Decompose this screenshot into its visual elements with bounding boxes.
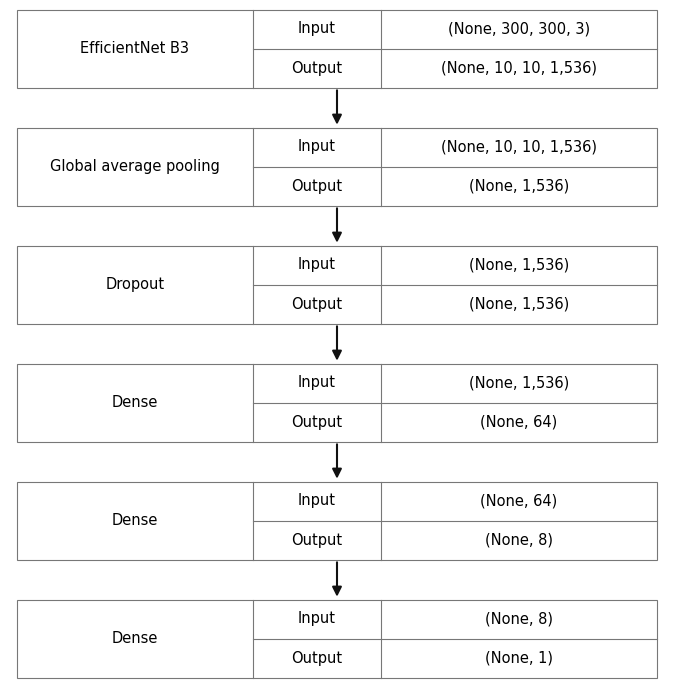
Text: Input: Input — [298, 493, 336, 508]
Bar — [17, 363, 657, 442]
Text: Output: Output — [291, 60, 342, 76]
Text: (None, 8): (None, 8) — [485, 611, 553, 627]
Text: (None, 1,536): (None, 1,536) — [469, 376, 569, 390]
Text: Input: Input — [298, 139, 336, 155]
Text: (None, 300, 300, 3): (None, 300, 300, 3) — [448, 21, 590, 36]
Text: Input: Input — [298, 611, 336, 627]
Bar — [17, 600, 657, 677]
Text: (None, 1,536): (None, 1,536) — [469, 258, 569, 273]
Text: (None, 1,536): (None, 1,536) — [469, 297, 569, 311]
Text: Input: Input — [298, 21, 336, 36]
Text: Dense: Dense — [112, 395, 158, 410]
Text: Input: Input — [298, 258, 336, 273]
Bar — [17, 482, 657, 559]
Bar — [17, 128, 657, 205]
Text: (None, 10, 10, 1,536): (None, 10, 10, 1,536) — [441, 60, 597, 76]
Text: Output: Output — [291, 532, 342, 548]
Text: Output: Output — [291, 297, 342, 311]
Text: Dense: Dense — [112, 631, 158, 646]
Bar — [17, 10, 657, 87]
Text: Dense: Dense — [112, 513, 158, 528]
Text: Output: Output — [291, 651, 342, 666]
Text: (None, 64): (None, 64) — [481, 414, 557, 429]
Text: Input: Input — [298, 376, 336, 390]
Text: (None, 1,536): (None, 1,536) — [469, 179, 569, 194]
Text: Global average pooling: Global average pooling — [50, 159, 220, 174]
Text: (None, 64): (None, 64) — [481, 493, 557, 508]
Text: Output: Output — [291, 179, 342, 194]
Text: Output: Output — [291, 414, 342, 429]
Text: (None, 8): (None, 8) — [485, 532, 553, 548]
Text: EfficientNet B3: EfficientNet B3 — [80, 41, 189, 56]
Text: Dropout: Dropout — [105, 277, 164, 292]
Text: (None, 1): (None, 1) — [485, 651, 553, 666]
Text: (None, 10, 10, 1,536): (None, 10, 10, 1,536) — [441, 139, 597, 155]
Bar — [17, 245, 657, 324]
